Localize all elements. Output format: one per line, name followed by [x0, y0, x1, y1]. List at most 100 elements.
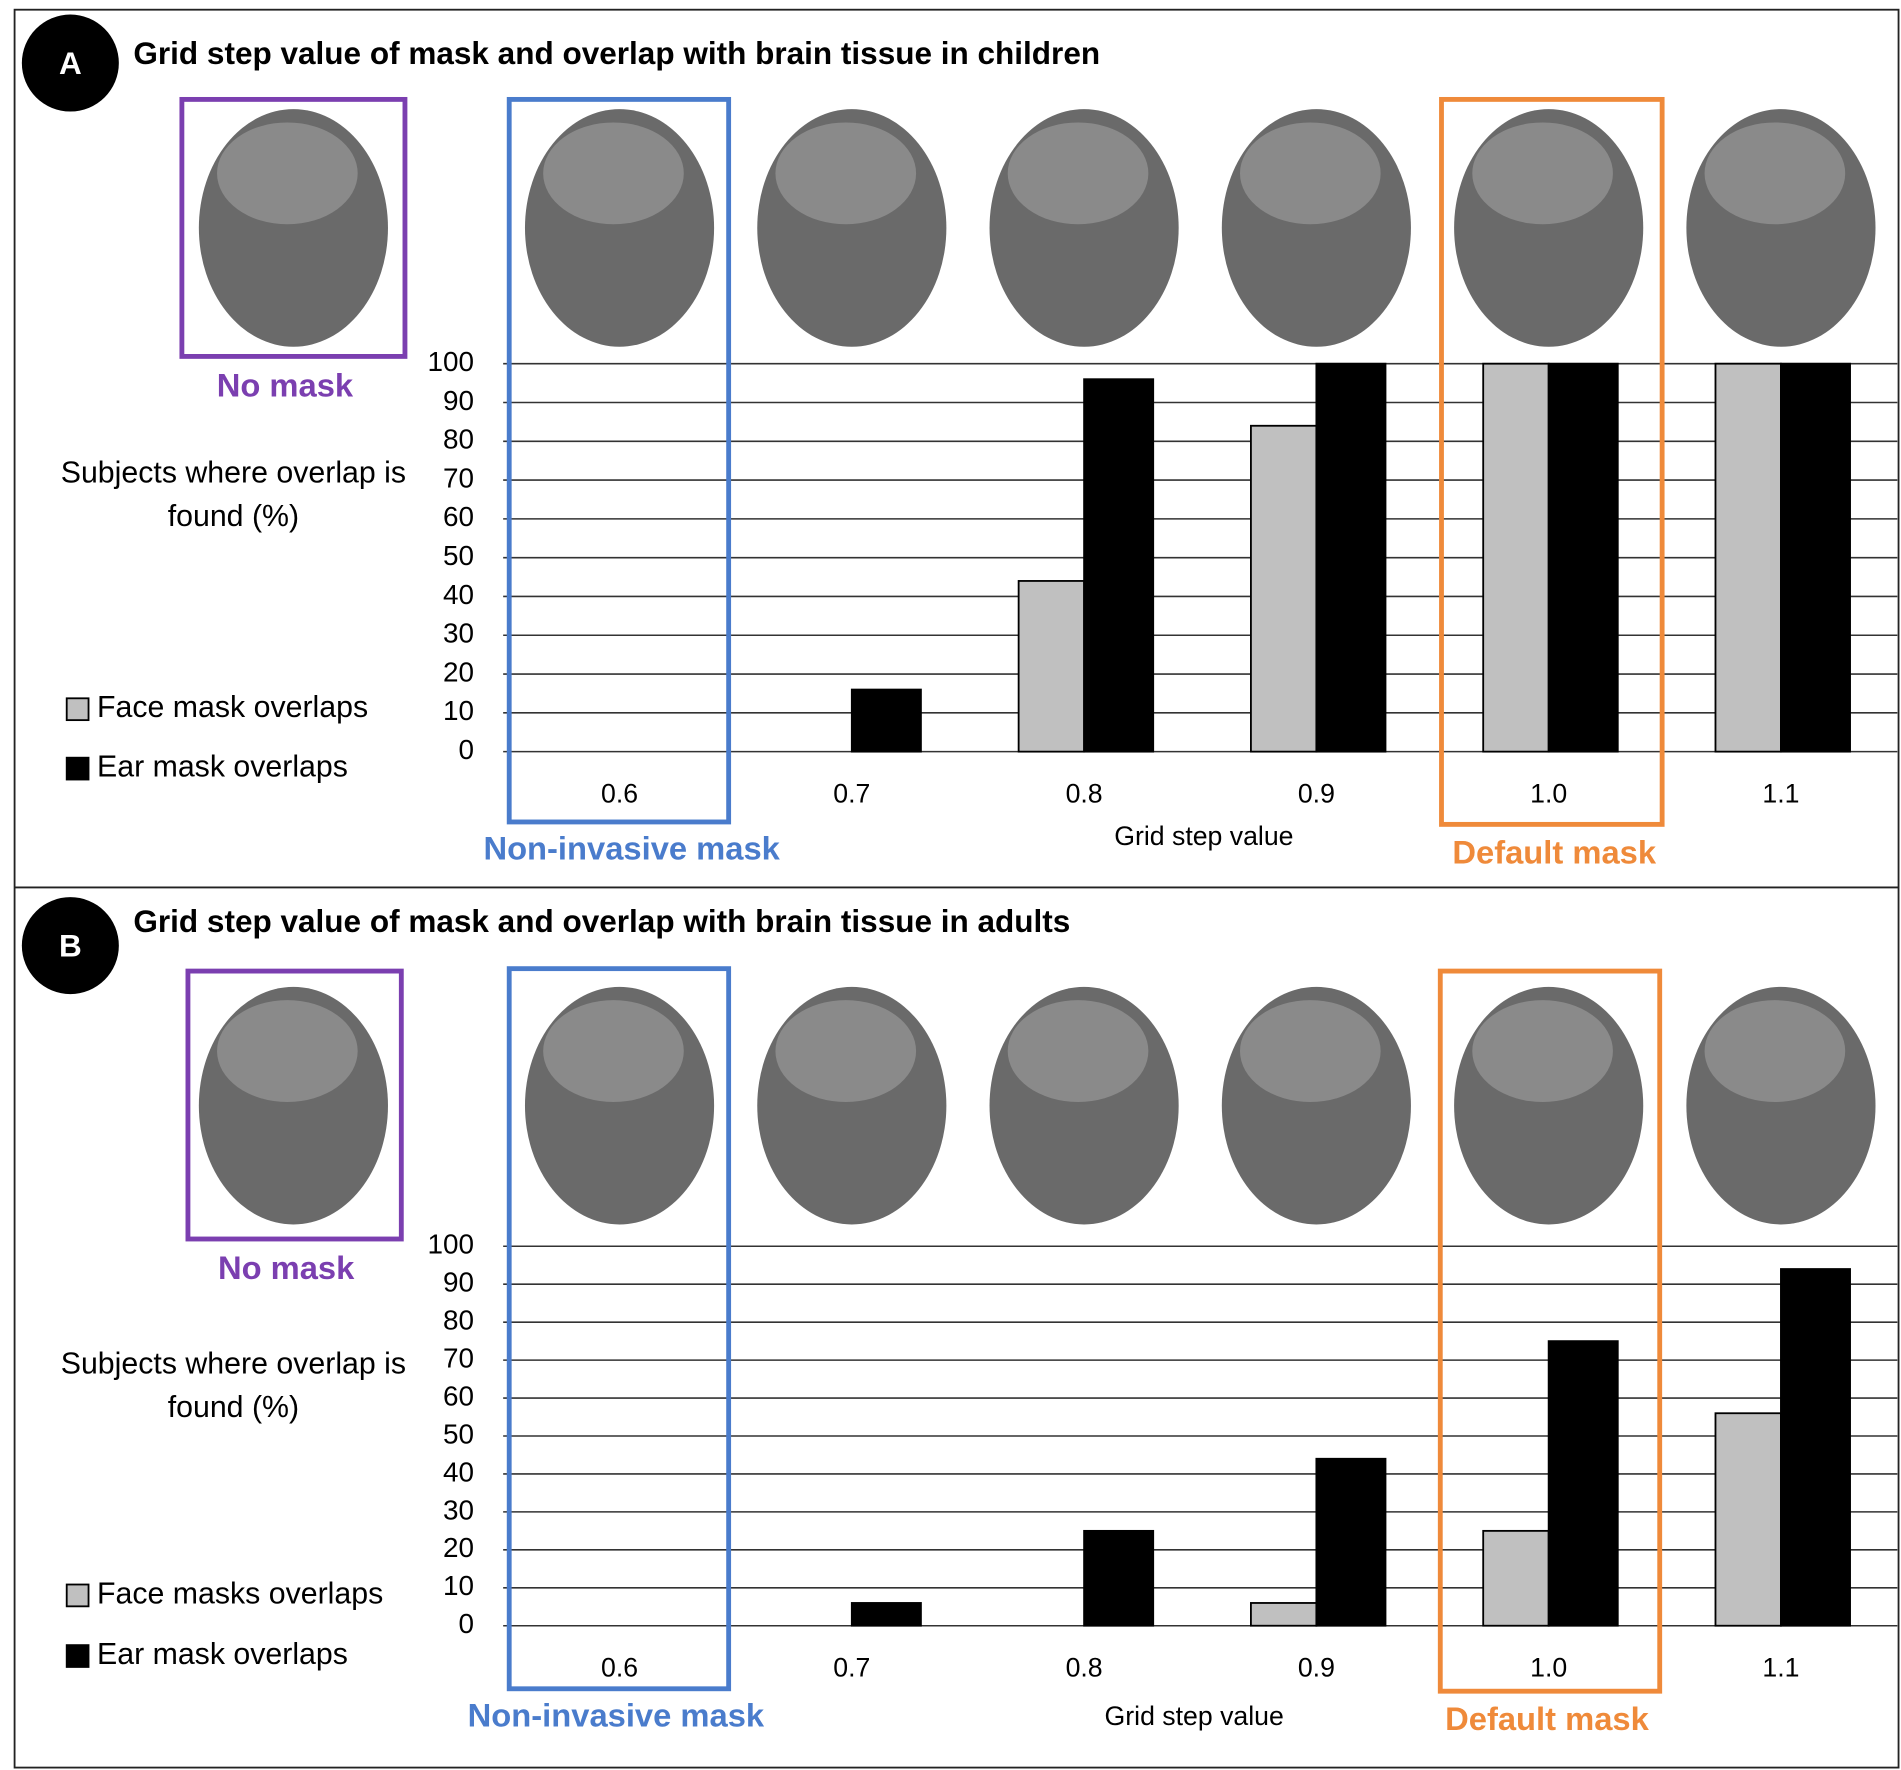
legend-label: Ear mask overlaps [97, 1638, 348, 1671]
y-tick-label: 60 [443, 501, 474, 532]
highlight-box [185, 968, 404, 1242]
head-highlight [1007, 1000, 1149, 1103]
x-axis-label: Grid step value [1114, 821, 1293, 851]
bar [1780, 1268, 1851, 1627]
bar [1547, 362, 1619, 753]
y-tick-label: 40 [443, 1456, 474, 1487]
head-highlight [775, 122, 917, 225]
y-tick-label: 20 [443, 1532, 474, 1563]
annotation: Non-invasive mask [468, 1697, 765, 1734]
y-tick-label: 70 [443, 462, 474, 493]
bar [1714, 1412, 1782, 1627]
head-highlight [1472, 122, 1613, 225]
x-tick-label: 0.9 [1298, 778, 1335, 808]
y-tick-label: 100 [428, 1229, 475, 1260]
bar [1482, 1529, 1550, 1627]
x-tick-label: 1.0 [1530, 778, 1567, 808]
panel-label: B [59, 927, 82, 963]
bar [850, 688, 922, 753]
legend-label: Face mask overlaps [97, 691, 368, 724]
head-highlight [217, 1000, 358, 1103]
bar [1083, 378, 1155, 753]
x-axis-label: Grid step value [1105, 1701, 1284, 1731]
bar [1780, 362, 1851, 753]
y-axis-label: Subjects where overlap is found (%) [60, 1346, 407, 1425]
y-tick-label: 0 [459, 1608, 475, 1639]
chart-title: Grid step value of mask and overlap with… [133, 903, 1070, 939]
y-axis-label: Subjects where overlap is found (%) [60, 455, 407, 534]
legend-swatch [65, 1644, 90, 1668]
bar [1714, 362, 1782, 753]
x-tick-label: 1.1 [1762, 778, 1799, 808]
y-tick-label: 80 [443, 1305, 474, 1336]
head-highlight [543, 122, 684, 225]
x-tick-label: 0.7 [833, 778, 870, 808]
head-highlight [1240, 1000, 1381, 1103]
head-highlight [1007, 122, 1149, 225]
bar [1315, 1457, 1387, 1627]
head-highlight [1240, 122, 1381, 225]
bar [1250, 424, 1318, 753]
legend-label: Ear mask overlaps [97, 751, 348, 784]
highlight-box [1437, 968, 1663, 1694]
bar [1250, 1602, 1318, 1627]
bar [1017, 580, 1086, 753]
legend-swatch [65, 756, 90, 781]
x-tick-label: 0.6 [601, 1652, 638, 1682]
y-tick-label: 30 [443, 618, 474, 649]
figure-border [13, 8, 1900, 1769]
legend-swatch [65, 1583, 90, 1608]
x-tick-label: 1.0 [1530, 1652, 1567, 1682]
head-highlight [1704, 122, 1846, 225]
annotation: Default mask [1452, 833, 1656, 870]
y-tick-label: 20 [443, 656, 474, 687]
annotation: Default mask [1445, 1700, 1649, 1737]
y-label-box: Subjects where overlap is found (%) [60, 1346, 407, 1425]
bar [1482, 362, 1550, 753]
highlight-box [506, 966, 732, 1692]
annotation: No mask [217, 367, 354, 404]
x-tick-label: 0.8 [1066, 778, 1103, 808]
head-highlight [217, 122, 358, 225]
y-tick-label: 100 [428, 346, 475, 377]
legend-swatch [65, 697, 90, 722]
y-tick-label: 10 [443, 1570, 474, 1601]
head-highlight [1704, 1000, 1846, 1103]
bar [1083, 1529, 1155, 1627]
y-tick-label: 0 [459, 734, 475, 765]
y-tick-label: 50 [443, 1418, 474, 1449]
highlight-box [1439, 96, 1665, 827]
y-tick-label: 50 [443, 540, 474, 571]
x-tick-label: 0.9 [1298, 1652, 1335, 1682]
y-tick-label: 30 [443, 1494, 474, 1525]
head-highlight [1472, 1000, 1613, 1103]
y-tick-label: 90 [443, 1267, 474, 1298]
chart-title: Grid step value of mask and overlap with… [133, 35, 1100, 71]
x-tick-label: 0.8 [1066, 1652, 1103, 1682]
panel-badge [21, 897, 119, 995]
head-highlight [543, 1000, 684, 1103]
y-tick-label: 70 [443, 1342, 474, 1373]
x-tick-label: 0.7 [833, 1652, 870, 1682]
x-tick-label: 0.6 [601, 778, 638, 808]
y-tick-label: 80 [443, 424, 474, 455]
highlight-box [506, 96, 732, 825]
panel-badge [21, 14, 119, 112]
y-label-box: Subjects where overlap is found (%) [60, 455, 407, 534]
y-tick-label: 60 [443, 1380, 474, 1411]
legend-label: Face masks overlaps [97, 1577, 383, 1610]
y-tick-label: 40 [443, 579, 474, 610]
bar [1547, 1340, 1619, 1627]
x-tick-label: 1.1 [1762, 1652, 1799, 1682]
panel-label: A [59, 45, 82, 81]
y-tick-label: 90 [443, 385, 474, 416]
y-tick-label: 10 [443, 695, 474, 726]
bar [1315, 362, 1387, 753]
annotation: Non-invasive mask [483, 830, 780, 867]
head-highlight [775, 1000, 917, 1103]
bar [850, 1602, 922, 1627]
annotation: No mask [218, 1249, 355, 1286]
highlight-box [179, 96, 408, 359]
